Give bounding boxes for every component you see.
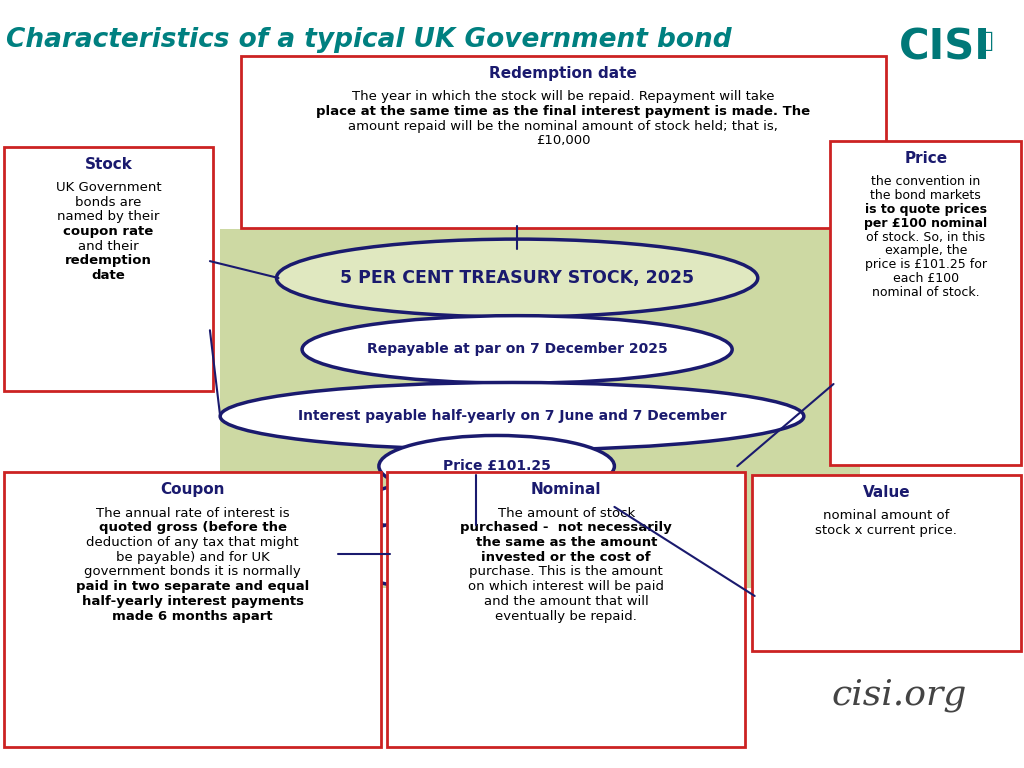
FancyBboxPatch shape [220, 229, 860, 588]
Text: nominal of stock.: nominal of stock. [871, 286, 980, 300]
Text: Characteristics of a typical UK Government bond: Characteristics of a typical UK Governme… [6, 27, 731, 53]
Text: be payable) and for UK: be payable) and for UK [116, 551, 269, 564]
FancyBboxPatch shape [830, 141, 1021, 465]
Text: government bonds it is normally: government bonds it is normally [84, 565, 301, 578]
Text: and the amount that will: and the amount that will [484, 595, 648, 607]
Text: Redemption date: Redemption date [489, 66, 637, 81]
Text: of stock. So, in this: of stock. So, in this [866, 230, 985, 243]
FancyBboxPatch shape [752, 475, 1021, 651]
Ellipse shape [302, 316, 732, 383]
Text: Nominal: Nominal [531, 482, 601, 498]
Text: quoted gross (before the: quoted gross (before the [98, 521, 287, 535]
Text: the bond markets: the bond markets [870, 189, 981, 202]
Text: stock x current price.: stock x current price. [815, 524, 957, 537]
Text: coupon rate: coupon rate [63, 225, 154, 238]
Text: nominal amount of: nominal amount of [823, 509, 949, 521]
Text: Stock: Stock [85, 157, 132, 172]
Text: example, the: example, the [885, 244, 967, 257]
Text: Interest payable half-yearly on 7 June and 7 December: Interest payable half-yearly on 7 June a… [298, 409, 726, 423]
FancyBboxPatch shape [241, 56, 886, 228]
Text: each £100: each £100 [893, 273, 958, 286]
Text: is to quote prices: is to quote prices [864, 203, 987, 216]
Text: purchase: purchase [531, 565, 601, 578]
Text: £10,000: £10,000 [536, 134, 591, 147]
Text: cisi.org: cisi.org [831, 678, 967, 712]
Text: price is £101.25 for: price is £101.25 for [864, 258, 987, 271]
Ellipse shape [338, 515, 614, 594]
Text: invested or the cost of: invested or the cost of [481, 551, 651, 564]
Ellipse shape [220, 382, 804, 450]
Text: Coupon: Coupon [161, 482, 224, 498]
Text: Value £10,125.00: Value £10,125.00 [418, 500, 555, 514]
Text: the convention in: the convention in [871, 175, 980, 187]
Text: 🌿: 🌿 [979, 31, 993, 51]
Text: amount repaid will be the nominal amount of stock held; that is,: amount repaid will be the nominal amount… [348, 120, 778, 133]
Text: UK Government: UK Government [55, 181, 162, 194]
Ellipse shape [379, 435, 614, 497]
Text: bonds are: bonds are [76, 196, 141, 209]
FancyBboxPatch shape [387, 472, 745, 747]
Text: The annual rate of interest is: The annual rate of interest is [95, 507, 290, 519]
Text: purchased -  not necessarily: purchased - not necessarily [461, 521, 672, 535]
Text: stock will be repaid: stock will be repaid [489, 91, 637, 103]
Text: Price: Price [904, 151, 947, 166]
Ellipse shape [276, 239, 758, 317]
Text: purchase. This is the amount: purchase. This is the amount [469, 565, 664, 578]
Text: CISI: CISI [899, 27, 991, 69]
Text: half-yearly interest payments: half-yearly interest payments [82, 595, 303, 607]
Text: deduction of any tax that might: deduction of any tax that might [86, 536, 299, 549]
Text: Repayable at par on 7 December 2025: Repayable at par on 7 December 2025 [367, 343, 668, 356]
Text: the same as the amount: the same as the amount [475, 536, 657, 549]
Text: on which interest will be paid: on which interest will be paid [468, 580, 665, 593]
Text: date: date [92, 270, 125, 282]
Ellipse shape [358, 476, 614, 538]
Text: £10,000 ***: £10,000 *** [418, 545, 535, 564]
Text: eventually be repaid.: eventually be repaid. [496, 610, 637, 623]
Text: place at the same time as the final interest payment is made. The: place at the same time as the final inte… [316, 105, 810, 118]
Text: redemption: redemption [66, 254, 152, 267]
Text: per £100 nominal: per £100 nominal [864, 217, 987, 230]
Text: paid in two separate and equal: paid in two separate and equal [76, 580, 309, 593]
Text: 5 PER CENT TREASURY STOCK, 2025: 5 PER CENT TREASURY STOCK, 2025 [340, 269, 694, 287]
FancyBboxPatch shape [4, 147, 213, 391]
Text: Price £101.25: Price £101.25 [442, 459, 551, 473]
Text: nominal amount: nominal amount [503, 120, 624, 133]
Text: Value: Value [862, 485, 910, 500]
Text: and their: and their [78, 240, 139, 253]
Text: The year in which the stock will be repaid. Repayment will take: The year in which the stock will be repa… [352, 91, 774, 103]
FancyBboxPatch shape [4, 472, 381, 747]
Text: named by their: named by their [57, 210, 160, 223]
Text: The amount of stock: The amount of stock [498, 507, 635, 519]
Text: made 6 months apart: made 6 months apart [113, 610, 272, 623]
